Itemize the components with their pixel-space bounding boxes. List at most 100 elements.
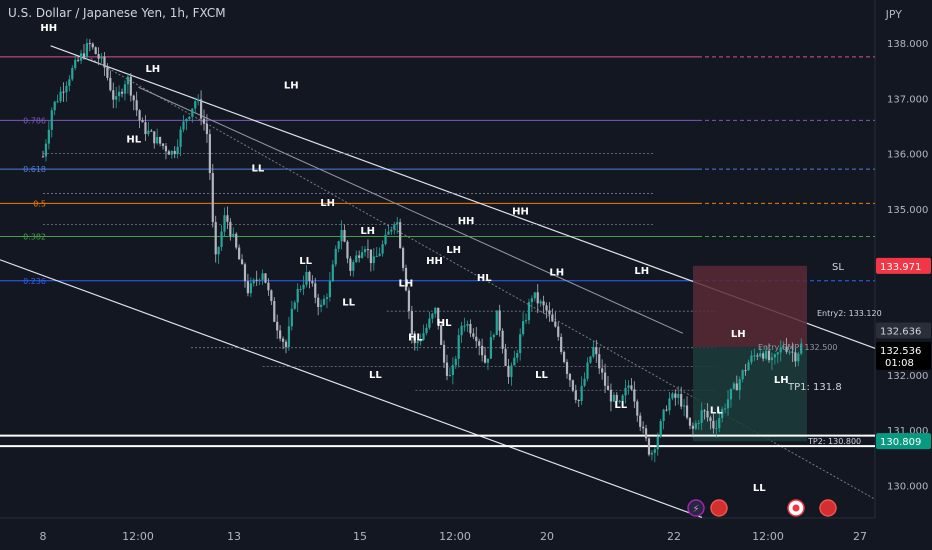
candle-body <box>396 222 399 225</box>
candle-body <box>612 394 615 402</box>
candle-body <box>524 320 528 322</box>
price-scale[interactable] <box>875 0 932 550</box>
candle-body <box>571 380 574 391</box>
candle-body <box>624 387 627 396</box>
candle-body <box>712 420 715 429</box>
candle-body <box>527 302 531 321</box>
candle-body <box>115 96 118 100</box>
x-tick-label: 27 <box>853 530 867 543</box>
candle-body <box>167 151 170 155</box>
candle-body <box>267 282 270 291</box>
candle-body <box>372 256 375 264</box>
us-flag-event-icon[interactable] <box>819 499 837 517</box>
structure-label: LL <box>535 370 548 381</box>
candle-body <box>399 222 402 249</box>
candle-body <box>106 67 109 78</box>
candle-body <box>281 338 285 342</box>
structure-label: HH <box>458 216 475 227</box>
structure-label: HH <box>40 23 57 34</box>
candle-body <box>709 417 712 421</box>
candle-body <box>50 110 53 130</box>
candle-body <box>299 288 302 290</box>
candle-body <box>773 354 776 358</box>
candle-body <box>328 281 331 298</box>
candle-body <box>583 378 586 386</box>
tp2-price-text: 130.809 <box>880 437 921 448</box>
candle-body <box>235 233 238 248</box>
candle-body <box>103 56 106 68</box>
candle-body <box>293 302 296 309</box>
lightning-event-icon[interactable] <box>687 499 705 517</box>
candle-body <box>349 258 352 271</box>
candle-body <box>776 352 779 355</box>
candle-body <box>100 56 103 59</box>
candle-body <box>375 256 378 258</box>
candle-body <box>586 362 589 379</box>
candle-body <box>677 394 680 398</box>
candle-body <box>800 343 803 354</box>
candle-body <box>144 122 147 135</box>
candle-body <box>782 346 785 348</box>
structure-label: LL <box>252 163 265 174</box>
candle-body <box>513 357 516 366</box>
candle-body <box>243 264 247 282</box>
candle-body <box>322 298 326 305</box>
candle-body <box>615 394 618 402</box>
time-scale[interactable] <box>0 518 875 550</box>
x-tick-label: 12:00 <box>439 530 471 543</box>
us-flag-event-icon[interactable] <box>710 499 728 517</box>
candle-body <box>797 353 800 362</box>
structure-label: LH <box>774 375 789 386</box>
candle-body <box>595 347 598 355</box>
candle-body <box>308 272 311 282</box>
fib-level-label: 0.618 <box>23 165 46 174</box>
candle-body <box>65 85 68 93</box>
candle-body <box>750 355 753 363</box>
inner-trend-line <box>138 86 684 334</box>
candle-body <box>279 330 282 339</box>
candle-body <box>413 334 416 344</box>
structure-label: HL <box>477 273 492 284</box>
candle-body <box>732 383 735 389</box>
structure-label: LH <box>731 329 746 340</box>
tp1-label: TP1: 131.8 <box>787 382 842 393</box>
structure-label: LH <box>284 80 299 91</box>
tp2-price-badge <box>876 433 931 450</box>
candle-body <box>788 351 791 353</box>
x-tick-label: 12:00 <box>752 530 784 543</box>
candle-body <box>568 373 572 381</box>
candle-body <box>211 173 214 223</box>
sl-price-badge <box>876 257 931 274</box>
structure-label: LL <box>753 483 766 494</box>
lightning-glyph: ⚡ <box>692 504 699 515</box>
candle-body <box>671 393 674 399</box>
candle-body <box>794 352 797 362</box>
candle-body <box>366 249 370 251</box>
y-tick-label: 138.000 <box>887 39 928 50</box>
candle-body <box>785 346 788 352</box>
candle-body <box>410 311 413 335</box>
candle-body <box>53 101 56 111</box>
structure-label: LH <box>634 266 649 277</box>
candle-body <box>779 347 782 353</box>
economic-event-dot <box>792 504 800 512</box>
candle-body <box>501 330 504 349</box>
candle-body <box>346 241 349 259</box>
candle-body <box>325 297 329 299</box>
candle-body <box>401 248 405 268</box>
candle-body <box>217 247 220 255</box>
candle-body <box>135 100 138 111</box>
candle-body <box>650 452 654 455</box>
candle-body <box>548 310 551 315</box>
candle-body <box>729 388 733 400</box>
candle-body <box>197 99 200 102</box>
candle-body <box>475 336 478 342</box>
candle-body <box>261 273 264 280</box>
candle-body <box>633 389 636 402</box>
candle-body <box>47 129 50 144</box>
candle-body <box>533 292 536 299</box>
candle-body <box>539 301 542 304</box>
candle-body <box>448 375 452 377</box>
symbol-title: U.S. Dollar / Japanese Yen, 1h, FXCM <box>8 6 226 20</box>
